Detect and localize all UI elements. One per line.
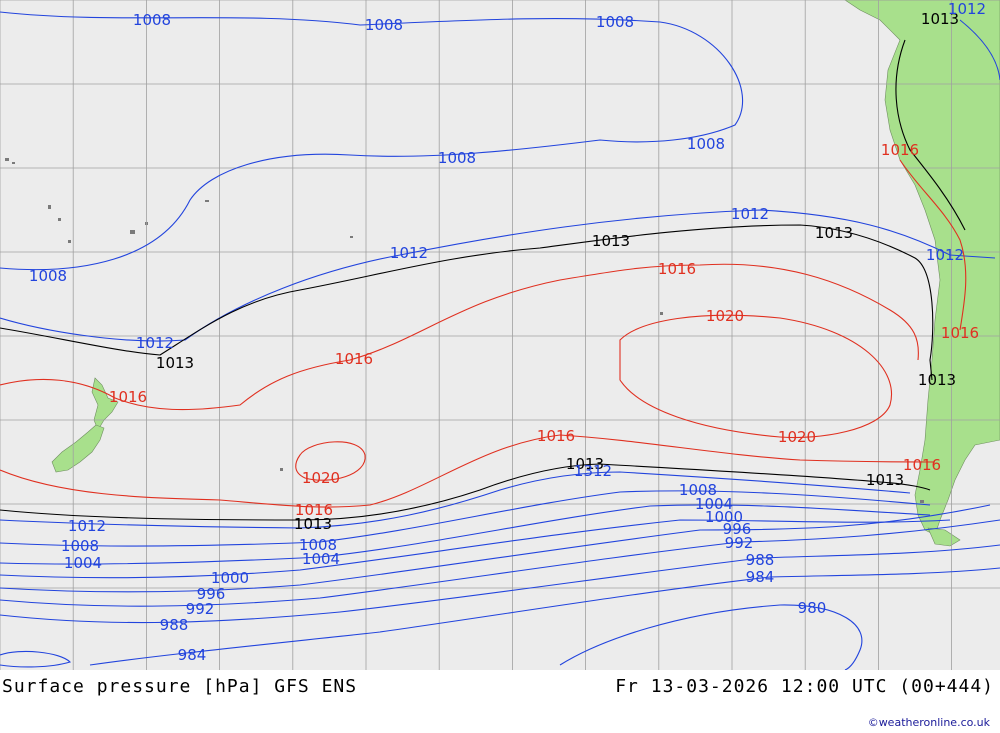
isobar-low-984-west (0, 650, 72, 668)
isobar-label: 984 (178, 646, 207, 664)
isobar-label: 988 (746, 551, 775, 569)
isobar-label: 1312 (574, 462, 612, 480)
isobar-south-1013 (0, 463, 931, 521)
isobar-label: 1004 (64, 554, 102, 572)
isobar-label: 1008 (133, 11, 171, 29)
isobar-label: 1008 (679, 481, 717, 499)
isobar-label: 1013 (918, 371, 956, 389)
isobar-south-992 (0, 519, 1000, 607)
isobar-andes-inner-1013 (895, 39, 966, 231)
isobar-label: 1013 (921, 10, 959, 28)
isobar-label: 1013 (815, 224, 853, 242)
isobar-label: 1008 (299, 536, 337, 554)
isobar-label: 1012 (68, 517, 106, 535)
pressure-map: 1008 1008 1008 1008 1008 1008 1012 1012 … (0, 0, 1000, 670)
isobar-label: 984 (746, 568, 775, 586)
map-title: Surface pressure [hPa] GFS ENS (2, 676, 358, 697)
isobar-label: 1008 (61, 537, 99, 555)
isobar-label: 1016 (335, 350, 373, 368)
isobar-label: 1008 (29, 267, 67, 285)
isobar-label: 1016 (658, 260, 696, 278)
isobar-label: 1016 (109, 388, 147, 406)
isobar-top-1008 (0, 11, 744, 271)
isobar-label: 1013 (592, 232, 630, 250)
isobar-label: 1020 (706, 307, 744, 325)
isobar-label: 1012 (136, 334, 174, 352)
isobar-label: 992 (725, 534, 754, 552)
isobar-south-1000 (0, 519, 951, 579)
isobar-label: 992 (186, 600, 215, 618)
isobar-south-1008 (0, 490, 931, 547)
isobar-label: 1013 (156, 354, 194, 372)
isobar-south-996 (0, 504, 991, 593)
isobar-label: 1013 (566, 455, 604, 473)
isobar-north-1012 (0, 209, 996, 342)
isobar-labels: 1008 1008 1008 1008 1008 1008 1012 1012 … (29, 0, 986, 664)
isobar-north-1016 (0, 263, 919, 411)
isobar-label: 1020 (302, 469, 340, 487)
land-areas (51, 0, 1000, 547)
isobar-north-1013 (0, 224, 934, 381)
isobar-label: 1000 (705, 508, 743, 526)
isobar-andes-east-1012 (959, 19, 1000, 81)
isobar-label: 980 (798, 599, 827, 617)
isobar-label: 1012 (731, 205, 769, 223)
isobar-label: 1008 (687, 135, 725, 153)
isobar-label: 1008 (365, 16, 403, 34)
isobar-high-1020-west (295, 441, 366, 481)
isobar-label: 1008 (596, 13, 634, 31)
isobar-label: 988 (160, 616, 189, 634)
ocean-background (0, 0, 1000, 670)
isobar-label: 1016 (903, 456, 941, 474)
isobar-south-988 (0, 544, 1000, 624)
isobar-label: 1008 (438, 149, 476, 167)
isobar-south-1012 (0, 471, 911, 529)
isobar-label: 1016 (941, 324, 979, 342)
credit-link[interactable]: ©weatheronline.co.uk (867, 716, 990, 729)
isobar-south-984 (89, 567, 1000, 666)
isobar-label: 1012 (926, 246, 964, 264)
isobar-label: 1016 (537, 427, 575, 445)
tierra-del-fuego (927, 527, 961, 547)
isobar-label: 1012 (390, 244, 428, 262)
isobar-high-1020-east (619, 314, 892, 439)
isobar-label: 1004 (695, 495, 733, 513)
isobar-label: 1020 (778, 428, 816, 446)
isobar-andes-inner-1016 (899, 159, 967, 331)
valid-time: Fr 13-03-2026 12:00 UTC (00+444) (615, 676, 994, 697)
isobar-label: 1016 (881, 141, 919, 159)
isobar-lines (0, 11, 1000, 670)
isobar-south-1004 (0, 504, 931, 565)
isobar-label: 996 (723, 520, 752, 538)
isobar-label: 1004 (302, 550, 340, 568)
isobar-label: 1012 (948, 0, 986, 18)
isobar-label: 1000 (211, 569, 249, 587)
isobar-label: 996 (197, 585, 226, 603)
isobar-label: 1013 (294, 515, 332, 533)
isobar-south-1016 (0, 434, 936, 508)
isobar-label: 1016 (295, 501, 333, 519)
isobar-label: 1013 (866, 471, 904, 489)
new-zealand-south-island (51, 424, 105, 473)
south-america-land (844, 0, 1000, 536)
isobar-low-980 (559, 604, 863, 670)
